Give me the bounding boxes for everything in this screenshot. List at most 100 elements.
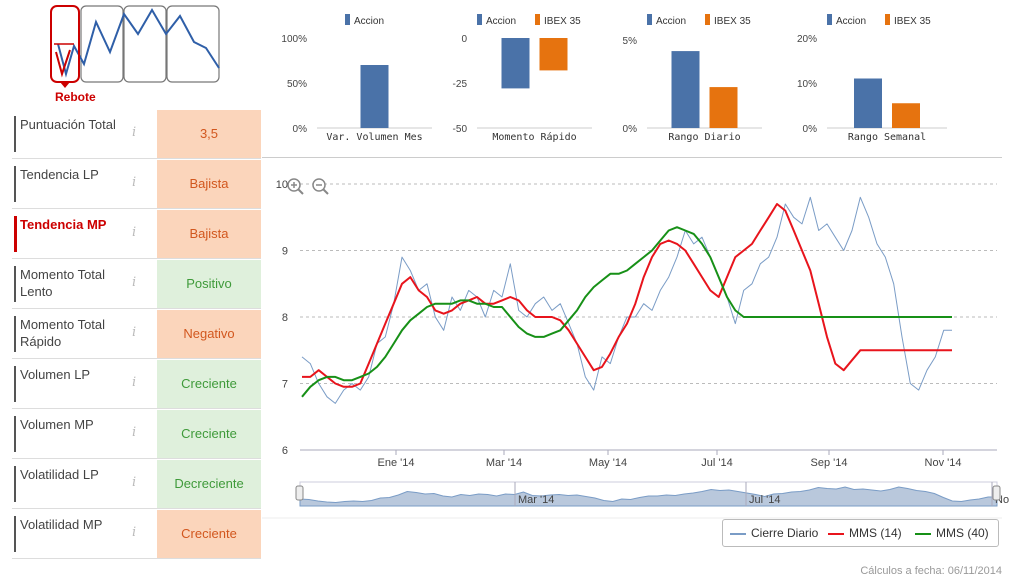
x-tick-label: May '14 [589, 457, 627, 469]
pattern-box-3 [166, 5, 220, 83]
mini-charts-divider [262, 157, 1002, 158]
price-chart[interactable]: 10 9 8 7 6 Ene '14 Mar '14 May '14 Jul '14 Sep '1… [262, 160, 1012, 520]
indicator-row[interactable]: Volatilidad LP i Decreciente [12, 460, 261, 509]
mini-chart-title: Momento Rápido [492, 131, 576, 143]
mini-bar [892, 103, 920, 128]
indicator-row[interactable]: Puntuación Total i 3,5 [12, 110, 261, 159]
mini-legend-label: IBEX 35 [714, 16, 751, 27]
info-icon[interactable]: i [132, 525, 137, 540]
mini-bar [709, 87, 738, 128]
indicator-accent-bar [14, 366, 16, 402]
indicator-row[interactable]: Volatilidad MP i Creciente [12, 510, 261, 559]
mini-ytick-label: -50 [453, 124, 468, 135]
pattern-box-1 [80, 5, 124, 83]
navigator-label: Jul '14 [749, 494, 780, 506]
mini-chart-3: Accion IBEX 35 5% 0% Rango Diario [623, 14, 762, 143]
mini-legend-label: Accion [656, 16, 686, 27]
mini-bar [360, 65, 389, 128]
y-tick-label: 6 [282, 445, 288, 457]
indicator-row[interactable]: Momento Total Rápido i Negativo [12, 310, 261, 359]
y-tick-label: 7 [282, 379, 288, 391]
indicator-accent-bar [14, 466, 16, 502]
info-icon[interactable]: i [132, 325, 137, 340]
mini-ytick-label: 0% [623, 124, 638, 135]
indicator-accent-bar [14, 116, 16, 152]
legend-label-mms14: MMS (14) [849, 526, 902, 540]
mini-legend-swatch [345, 14, 350, 25]
indicator-row[interactable]: Momento Total Lento i Positivo [12, 260, 261, 309]
mini-chart-title: Rango Semanal [848, 132, 926, 143]
navigator-label: Mar '14 [518, 494, 554, 506]
info-icon[interactable]: i [132, 225, 137, 240]
info-icon[interactable]: i [132, 425, 137, 440]
indicator-label: Tendencia LP [20, 167, 99, 182]
legend-item-mms14[interactable]: MMS (14) [828, 526, 902, 540]
y-tick-label: 10 [276, 179, 288, 191]
indicator-accent-bar [14, 266, 16, 302]
mini-chart-title: Rango Diario [668, 132, 740, 143]
indicator-label: Tendencia MP [20, 217, 107, 232]
mini-legend-label: Accion [354, 16, 384, 27]
indicator-row[interactable]: Volumen MP i Creciente [12, 410, 261, 459]
legend-item-mms40[interactable]: MMS (40) [915, 526, 989, 540]
x-tick-label: Nov '14 [925, 457, 962, 469]
mini-legend-swatch [647, 14, 652, 25]
mini-chart-2: Accion IBEX 35 0 -25 -50 Momento Rápido [453, 14, 592, 143]
navigator-handle-right[interactable] [992, 485, 1001, 501]
legend-swatch-mms14 [828, 532, 844, 535]
mini-ytick-label: 10% [797, 79, 817, 90]
info-icon[interactable]: i [132, 125, 137, 140]
indicator-label: Volumen MP [20, 417, 94, 432]
mini-chart-title: Var. Volumen Mes [326, 132, 422, 143]
series-mms-40 [301, 226, 952, 398]
indicator-accent-bar [14, 316, 16, 352]
indicator-accent-bar [14, 416, 16, 452]
info-icon[interactable]: i [132, 375, 137, 390]
navigator-handle-left[interactable] [295, 485, 304, 501]
zoom-out-button[interactable] [311, 177, 329, 195]
indicator-panel: Puntuación Total i 3,5 Tendencia LP i Bajista… [0, 0, 262, 583]
series-mms-14 [302, 203, 952, 388]
mini-ytick-label: 0% [803, 124, 818, 135]
mini-chart-1: Accion 100% 50% 0% Var. Volumen Mes [281, 14, 432, 143]
pattern-sparkline [57, 8, 220, 78]
info-icon[interactable]: i [132, 175, 137, 190]
pattern-label: Rebote [55, 90, 96, 104]
legend-item-cierre[interactable]: Cierre Diario [730, 526, 818, 540]
footer-date: Cálculos a fecha: 06/11/2014 [860, 565, 1002, 577]
chart-legend: Cierre Diario MMS (14) MMS (40) [722, 519, 999, 547]
indicator-row[interactable]: Volumen LP i Creciente [12, 360, 261, 409]
mini-ytick-label: 100% [281, 34, 307, 45]
indicator-value: Negativo [157, 310, 261, 358]
mini-ytick-label: 50% [287, 79, 307, 90]
mini-legend-swatch [705, 14, 710, 25]
x-tick-label: Sep '14 [811, 457, 848, 469]
legend-swatch-mms40 [915, 532, 931, 535]
indicator-label: Momento Total Rápido [20, 317, 106, 349]
mini-legend-swatch [827, 14, 832, 25]
indicator-value: Creciente [157, 360, 261, 408]
series-cierre-diario [301, 196, 952, 404]
indicator-label: Volumen LP [20, 367, 91, 382]
zoom-in-button[interactable] [286, 177, 304, 195]
info-icon[interactable]: i [132, 275, 137, 290]
indicator-value: Creciente [157, 510, 261, 558]
pattern-selected-pointer [60, 82, 70, 88]
mini-chart-4: Accion IBEX 35 20% 10% 0% Rango Semanal [797, 14, 947, 143]
mini-ytick-label: 5% [623, 36, 638, 47]
indicator-row[interactable]: Tendencia LP i Bajista [12, 160, 261, 209]
indicator-label: Volatilidad LP [20, 467, 99, 482]
mini-legend-label: IBEX 35 [894, 16, 931, 27]
indicator-row[interactable]: Tendencia MP i Bajista [12, 210, 261, 259]
pattern-rebote-line [55, 49, 71, 78]
info-icon[interactable]: i [132, 475, 137, 490]
y-tick-label: 8 [282, 312, 288, 324]
x-tick-label: Mar '14 [486, 457, 522, 469]
mini-bar-charts: Accion 100% 50% 0% Var. Volumen Mes Accion IBE… [281, 14, 947, 143]
indicator-label: Volatilidad MP [20, 517, 103, 532]
navigator: Mar '14 Jul '14 No [295, 481, 1009, 507]
pattern-thumbnails[interactable] [48, 4, 224, 90]
navigator-area [299, 486, 998, 507]
mini-ytick-label: 20% [797, 34, 817, 45]
pattern-box-2 [123, 5, 167, 83]
